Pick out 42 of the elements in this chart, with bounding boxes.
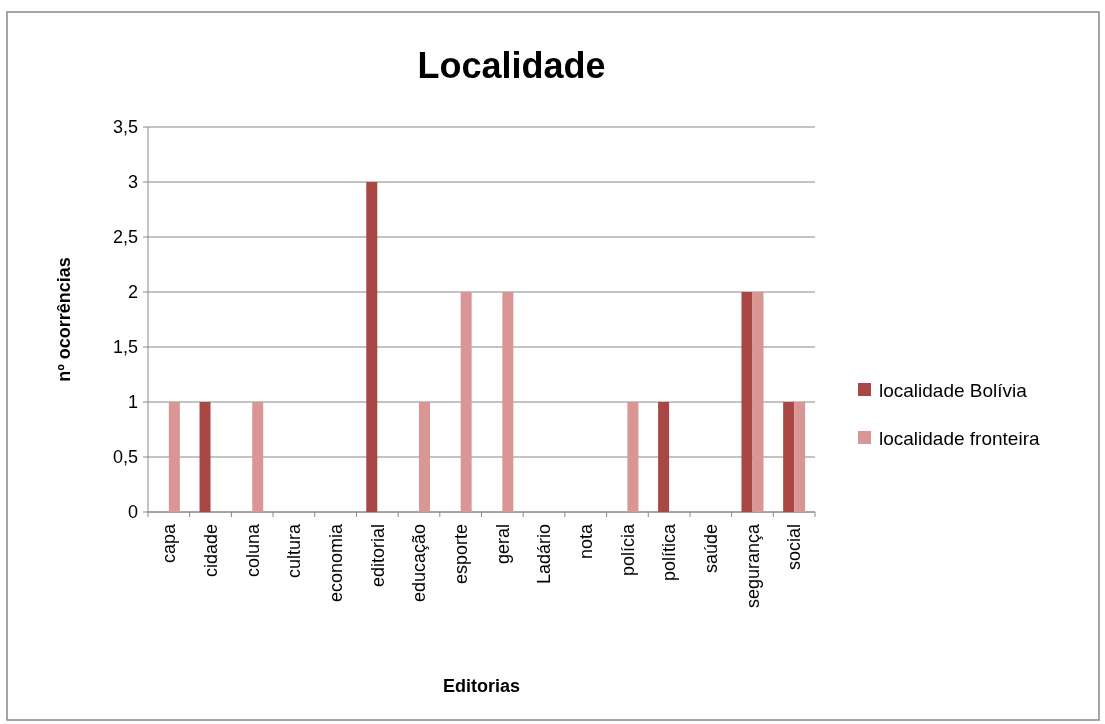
- x-tick-label: editorial: [367, 524, 388, 588]
- x-tick-label: cidade: [200, 524, 221, 578]
- y-tick-label: 1,5: [112, 337, 138, 358]
- legend-label: localidade fronteira: [879, 427, 1040, 449]
- y-tick-label: 2,5: [112, 227, 138, 248]
- y-axis-title: nº ocorrências: [54, 257, 74, 382]
- bar: [418, 402, 430, 512]
- y-tick-label: 3,5: [112, 117, 138, 138]
- bar: [658, 402, 670, 512]
- bar: [460, 292, 472, 512]
- x-tick-label: economia: [325, 523, 346, 603]
- legend-label: localidade Bolívia: [879, 379, 1028, 401]
- y-tick-label: 0: [127, 502, 138, 523]
- x-tick-label: educação: [409, 524, 430, 603]
- bar: [783, 402, 795, 512]
- bar: [794, 402, 806, 512]
- x-tick-label: cultura: [284, 523, 305, 579]
- x-tick-label: esporte: [450, 524, 471, 585]
- bar: [199, 402, 211, 512]
- bar: [252, 402, 264, 512]
- x-tick-label: geral: [492, 524, 513, 565]
- x-tick-label: saúde: [701, 524, 722, 574]
- x-tick-label: segurança: [742, 523, 763, 609]
- x-axis-title: Editorias: [442, 676, 521, 696]
- x-tick-label: social: [784, 524, 805, 571]
- bar: [752, 292, 764, 512]
- bar: [502, 292, 514, 512]
- x-tick-label: capa: [159, 523, 180, 564]
- x-tick-label: Ladário: [534, 524, 555, 585]
- x-tick-label: nota: [576, 523, 597, 560]
- x-tick-label: coluna: [242, 523, 263, 578]
- x-tick-label: política: [659, 523, 680, 582]
- y-tick-label: 2: [127, 282, 138, 303]
- x-tick-label: polícia: [617, 523, 638, 577]
- y-tick-label: 1: [127, 392, 138, 413]
- bar: [741, 292, 753, 512]
- bar: [627, 402, 639, 512]
- bar: [168, 402, 180, 512]
- y-tick-label: 3: [127, 172, 138, 193]
- bar: [366, 182, 378, 512]
- chart-title: Localidade: [417, 45, 606, 86]
- y-tick-label: 0,5: [112, 447, 138, 468]
